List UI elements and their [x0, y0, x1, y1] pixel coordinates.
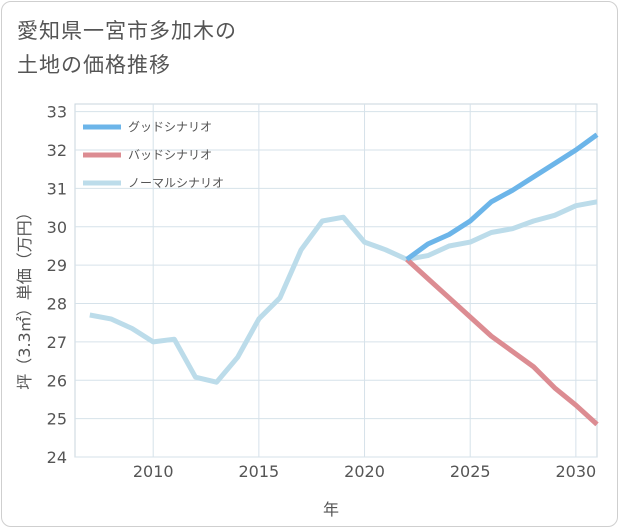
y-tick-label: 24 — [47, 448, 67, 467]
x-tick-label: 2025 — [450, 462, 491, 481]
grid-lines — [75, 104, 597, 458]
plot-area — [74, 103, 598, 458]
y-tick-label: 33 — [47, 103, 67, 122]
legend-label-2: ノーマルシナリオ — [128, 176, 224, 190]
y-axis-label: 坪（3.3㎡）単価（万円） — [15, 204, 34, 389]
chart-title-line-2: 土地の価格推移 — [17, 53, 171, 77]
series-line-2 — [89, 199, 598, 385]
chart-title: 愛知県一宮市多加木の 土地の価格推移 — [17, 14, 417, 82]
y-axis-ticks: 24 25 26 27 28 29 30 31 32 33 — [47, 103, 67, 467]
y-tick-label: 25 — [47, 410, 67, 429]
y-tick-label: 27 — [47, 333, 67, 352]
y-tick-label: 28 — [47, 295, 67, 314]
y-tick-label: 32 — [47, 141, 67, 160]
series-lines — [89, 132, 599, 427]
legend-label-1: バッドシナリオ — [128, 148, 212, 162]
x-tick-label: 2015 — [239, 462, 280, 481]
y-tick-label: 31 — [47, 179, 67, 198]
y-tick-label: 30 — [47, 218, 67, 237]
chart-title-line-1: 愛知県一宮市多加木の — [17, 19, 237, 43]
series-line-0 — [405, 132, 599, 262]
y-tick-label: 29 — [47, 256, 67, 275]
x-tick-label: 2010 — [133, 462, 174, 481]
x-axis-label: 年 — [323, 500, 339, 519]
x-axis-ticks: 2010 2015 2020 2025 2030 — [133, 462, 596, 481]
x-tick-label: 2030 — [556, 462, 597, 481]
y-tick-label: 26 — [47, 371, 67, 390]
legend-label-0: グッドシナリオ — [128, 120, 212, 134]
x-tick-label: 2020 — [344, 462, 385, 481]
series-line-1 — [405, 257, 599, 427]
